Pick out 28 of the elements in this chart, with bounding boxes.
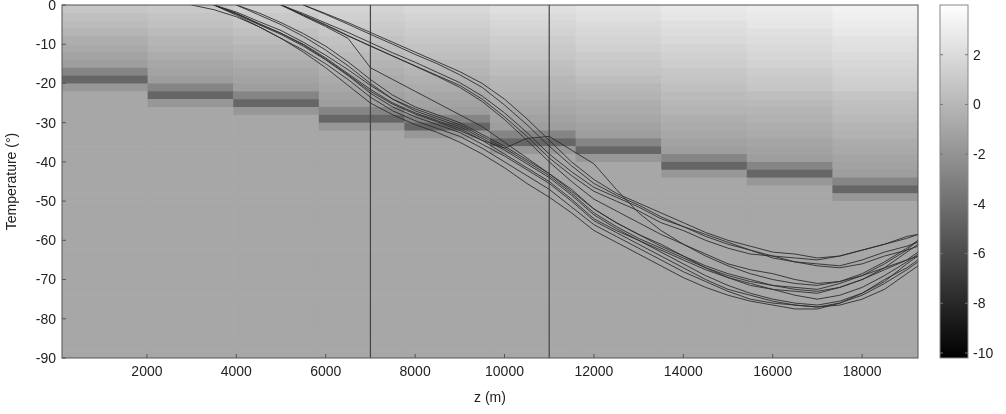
y-tick-label: -90 [35, 349, 57, 366]
color-bar-label: -8 [973, 295, 986, 312]
x-tick-label: 4000 [220, 363, 253, 379]
x-tick-label: 6000 [310, 363, 342, 379]
x-axis-title: z (m) [474, 389, 506, 405]
y-tick-label: -10 [35, 36, 57, 53]
y-tick-label: 0 [48, 0, 57, 13]
x-tick-label: 14000 [663, 363, 703, 379]
y-tick-label: -20 [35, 75, 57, 92]
color-bar-label: -2 [973, 146, 986, 163]
color-bar-label: -4 [973, 195, 986, 212]
y-tick-label: -40 [35, 153, 57, 170]
x-tick-label: 8000 [399, 363, 431, 379]
x-tick-label: 10000 [485, 363, 525, 379]
x-tick-label: 18000 [842, 363, 882, 379]
x-tick-label: 12000 [574, 363, 614, 379]
color-bar-label: 0 [973, 96, 981, 113]
color-bar-label: 2 [973, 46, 981, 63]
y-tick-label: -60 [35, 232, 57, 249]
color-bar-label: -6 [973, 245, 986, 262]
y-tick-label: -30 [35, 114, 57, 131]
y-tick-label: -80 [35, 310, 57, 327]
y-tick-label: -50 [35, 193, 57, 210]
x-tick-label: 2000 [131, 363, 163, 379]
y-tick-label: -70 [35, 271, 57, 288]
x-tick-label: 16000 [753, 363, 793, 379]
y-axis-title: Temperature (°) [3, 132, 19, 231]
color-bar-label: -10 [973, 344, 994, 361]
